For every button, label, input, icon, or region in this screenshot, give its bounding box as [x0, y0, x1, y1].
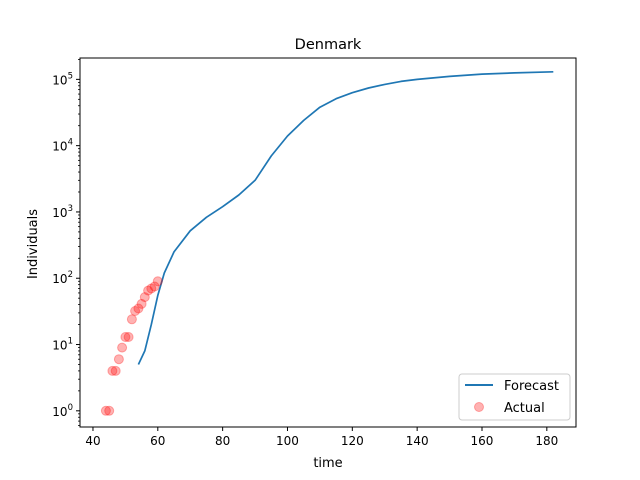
x-tick-label: 80	[215, 434, 230, 448]
axes-frame	[79, 57, 577, 428]
actual-point	[126, 314, 137, 325]
actual-point	[139, 292, 150, 303]
x-tick-label: 60	[150, 434, 165, 448]
actual-point	[152, 276, 163, 287]
legend-actual-swatch	[474, 402, 484, 412]
x-tick-label: 40	[85, 434, 100, 448]
actual-point	[104, 405, 115, 416]
axis-ticks: 40 60 80 100 120 140 160 180 100 101 102 103 104 105	[52, 59, 558, 448]
plot-area	[100, 70, 554, 416]
actual-point	[143, 285, 154, 296]
legend-actual-label: Actual	[504, 401, 545, 416]
y-tick-label: 104	[52, 138, 73, 154]
y-axis-label: Individuals	[26, 209, 41, 279]
actual-point	[113, 354, 124, 365]
y-tick-label: 102	[52, 270, 73, 286]
actual-point	[100, 405, 111, 416]
x-tick-label: 140	[406, 434, 429, 448]
actual-point	[130, 306, 141, 316]
legend: Forecast Actual	[458, 373, 571, 421]
y-tick-label: 105	[52, 71, 73, 87]
actual-point	[107, 365, 118, 376]
x-tick-label: 120	[341, 434, 364, 448]
x-axis-label: time	[313, 456, 342, 471]
x-tick-label: 100	[276, 434, 299, 448]
forecast-line	[137, 70, 554, 365]
actual-point	[133, 303, 144, 314]
y-tick-label: 101	[52, 337, 73, 353]
actual-point	[146, 283, 157, 294]
y-tick-label: 100	[52, 403, 73, 419]
actual-point	[123, 332, 134, 342]
actual-point	[149, 281, 160, 292]
legend-forecast-label: Forecast	[504, 379, 559, 394]
actual-point	[110, 365, 121, 376]
x-tick-label: 160	[471, 434, 494, 448]
chart-title: Denmark	[295, 37, 362, 53]
actual-point	[120, 332, 131, 342]
actual-point	[117, 342, 128, 353]
actual-point	[136, 298, 147, 309]
x-tick-label: 180	[535, 434, 558, 448]
y-tick-label: 103	[52, 204, 73, 220]
